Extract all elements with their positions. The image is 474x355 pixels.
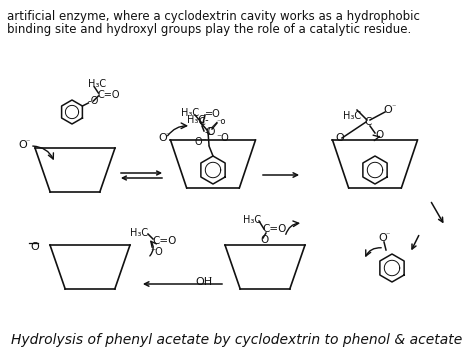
Text: C=O: C=O [152,236,176,246]
Text: ⁻: ⁻ [207,274,211,284]
Text: H₃C: H₃C [243,215,261,225]
Text: H₃C: H₃C [88,79,107,89]
Text: =O: =O [205,109,221,119]
Text: O: O [335,133,344,143]
Text: O: O [18,140,27,150]
Text: O: O [30,242,39,252]
Text: O: O [375,130,383,140]
Text: ⁻: ⁻ [391,103,395,111]
Text: ⁻O: ⁻O [216,133,229,143]
Text: -O: -O [87,96,99,106]
Text: C: C [364,117,371,127]
Text: OH: OH [195,277,212,287]
Text: C: C [205,127,212,137]
Text: ⁻: ⁻ [385,230,389,240]
Text: H₃C: H₃C [181,108,199,118]
Text: ⁻: ⁻ [25,137,29,147]
Text: -O: -O [205,127,216,137]
Text: O⁻: O⁻ [195,137,208,147]
Text: H₃C-: H₃C- [187,115,209,125]
Text: O: O [383,105,392,115]
Text: C=O: C=O [97,90,120,100]
Text: ⁻O: ⁻O [150,247,163,257]
Text: O: O [378,233,387,243]
Text: H₃C: H₃C [130,228,148,238]
Text: O: O [158,133,167,143]
Text: C: C [199,117,206,127]
Text: Hydrolysis of phenyl acetate by cyclodextrin to phenol & acetate: Hydrolysis of phenyl acetate by cyclodex… [11,333,463,347]
Text: ⁻: ⁻ [165,131,169,140]
Text: ⁻o: ⁻o [216,116,226,126]
Text: H₃C: H₃C [343,111,361,121]
Text: artificial enzyme, where a cyclodextrin cavity works as a hydrophobic: artificial enzyme, where a cyclodextrin … [7,10,420,23]
Text: binding site and hydroxyl groups play the role of a catalytic residue.: binding site and hydroxyl groups play th… [7,23,411,36]
Text: O: O [260,235,268,245]
Text: C=O: C=O [262,224,286,234]
